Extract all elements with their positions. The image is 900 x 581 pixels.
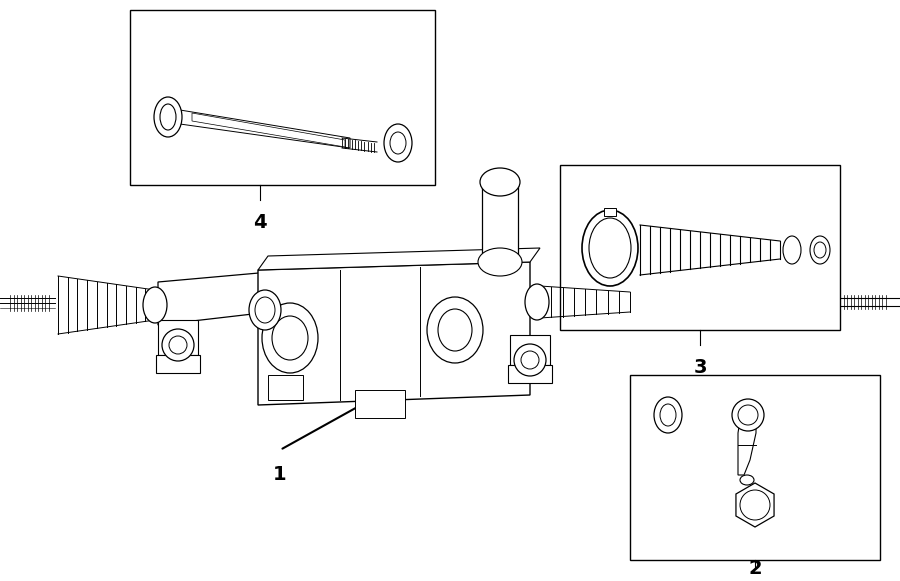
Ellipse shape bbox=[783, 236, 801, 264]
Bar bbox=[156, 355, 200, 373]
Ellipse shape bbox=[514, 344, 546, 376]
Bar bbox=[560, 165, 840, 330]
Ellipse shape bbox=[154, 97, 182, 137]
Ellipse shape bbox=[480, 168, 520, 196]
Ellipse shape bbox=[589, 218, 631, 278]
Bar bbox=[158, 320, 198, 355]
Text: 2: 2 bbox=[748, 559, 761, 578]
Polygon shape bbox=[736, 483, 774, 527]
Text: 3: 3 bbox=[693, 358, 706, 377]
Bar bbox=[510, 335, 550, 365]
Ellipse shape bbox=[654, 397, 682, 433]
Ellipse shape bbox=[390, 132, 406, 154]
Text: 1: 1 bbox=[274, 465, 287, 484]
Bar bbox=[508, 365, 552, 383]
Ellipse shape bbox=[732, 399, 764, 431]
Polygon shape bbox=[180, 110, 350, 148]
Ellipse shape bbox=[438, 309, 472, 351]
Ellipse shape bbox=[272, 316, 308, 360]
Polygon shape bbox=[604, 208, 616, 216]
Ellipse shape bbox=[255, 297, 275, 323]
Ellipse shape bbox=[525, 284, 549, 320]
Ellipse shape bbox=[582, 210, 638, 286]
Ellipse shape bbox=[521, 351, 539, 369]
Ellipse shape bbox=[478, 248, 522, 276]
Ellipse shape bbox=[160, 104, 176, 130]
Ellipse shape bbox=[660, 404, 676, 426]
Polygon shape bbox=[738, 420, 756, 475]
Ellipse shape bbox=[262, 303, 318, 373]
Ellipse shape bbox=[740, 475, 754, 485]
Ellipse shape bbox=[143, 287, 167, 323]
Text: 4: 4 bbox=[253, 213, 266, 232]
Bar bbox=[130, 10, 435, 185]
Bar bbox=[268, 375, 303, 400]
Ellipse shape bbox=[384, 124, 412, 162]
Ellipse shape bbox=[169, 336, 187, 354]
Ellipse shape bbox=[162, 329, 194, 361]
Bar bbox=[355, 390, 405, 418]
Ellipse shape bbox=[814, 242, 826, 258]
Ellipse shape bbox=[249, 290, 281, 330]
Ellipse shape bbox=[740, 490, 770, 520]
Polygon shape bbox=[258, 262, 530, 405]
Polygon shape bbox=[192, 113, 345, 147]
Ellipse shape bbox=[738, 405, 758, 425]
Ellipse shape bbox=[427, 297, 483, 363]
Bar bbox=[482, 182, 518, 262]
Ellipse shape bbox=[810, 236, 830, 264]
Polygon shape bbox=[258, 248, 540, 270]
Bar bbox=[630, 375, 880, 560]
Polygon shape bbox=[158, 272, 270, 325]
